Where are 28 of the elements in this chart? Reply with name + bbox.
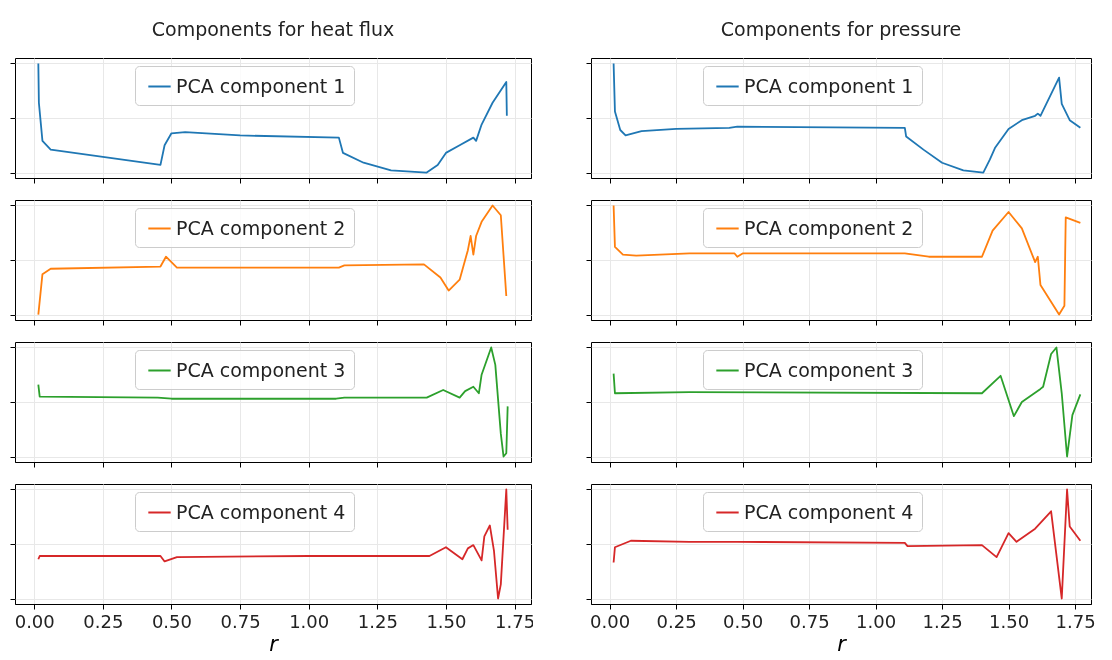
x-tick-label: 1.00 bbox=[856, 610, 897, 632]
legend-label: PCA component 1 bbox=[176, 74, 346, 97]
x-tick-label: 0.50 bbox=[723, 610, 764, 632]
x-axis-title: r bbox=[837, 631, 848, 656]
x-tick-label: 1.75 bbox=[1055, 610, 1096, 632]
x-tick-label: 1.25 bbox=[922, 610, 963, 632]
legend-label: PCA component 3 bbox=[744, 358, 914, 381]
x-tick-label: 0.25 bbox=[83, 610, 124, 632]
x-axis-title: r bbox=[269, 631, 280, 656]
legend-label: PCA component 2 bbox=[176, 216, 346, 239]
x-tick-label: 0.50 bbox=[151, 610, 192, 632]
x-tick-label: 0.00 bbox=[590, 610, 631, 632]
chart-title: Components for heat flux bbox=[151, 18, 395, 40]
legend-label: PCA component 1 bbox=[744, 74, 914, 97]
legend-label: PCA component 2 bbox=[744, 216, 914, 239]
x-tick-label: 1.75 bbox=[494, 610, 536, 632]
x-tick-label: 1.00 bbox=[289, 610, 330, 632]
legend-label: PCA component 4 bbox=[744, 500, 914, 523]
chart-title: Components for pressure bbox=[720, 18, 962, 40]
x-tick-label: 0.25 bbox=[656, 610, 697, 632]
x-tick-label: 1.50 bbox=[426, 610, 467, 632]
x-tick-label: 1.50 bbox=[989, 610, 1030, 632]
x-tick-label: 0.75 bbox=[789, 610, 830, 632]
legend-label: PCA component 4 bbox=[176, 500, 346, 523]
x-tick-label: 0.00 bbox=[14, 610, 55, 632]
x-tick-label: 1.25 bbox=[357, 610, 398, 632]
legend-label: PCA component 3 bbox=[176, 358, 346, 381]
x-tick-label: 0.75 bbox=[220, 610, 261, 632]
